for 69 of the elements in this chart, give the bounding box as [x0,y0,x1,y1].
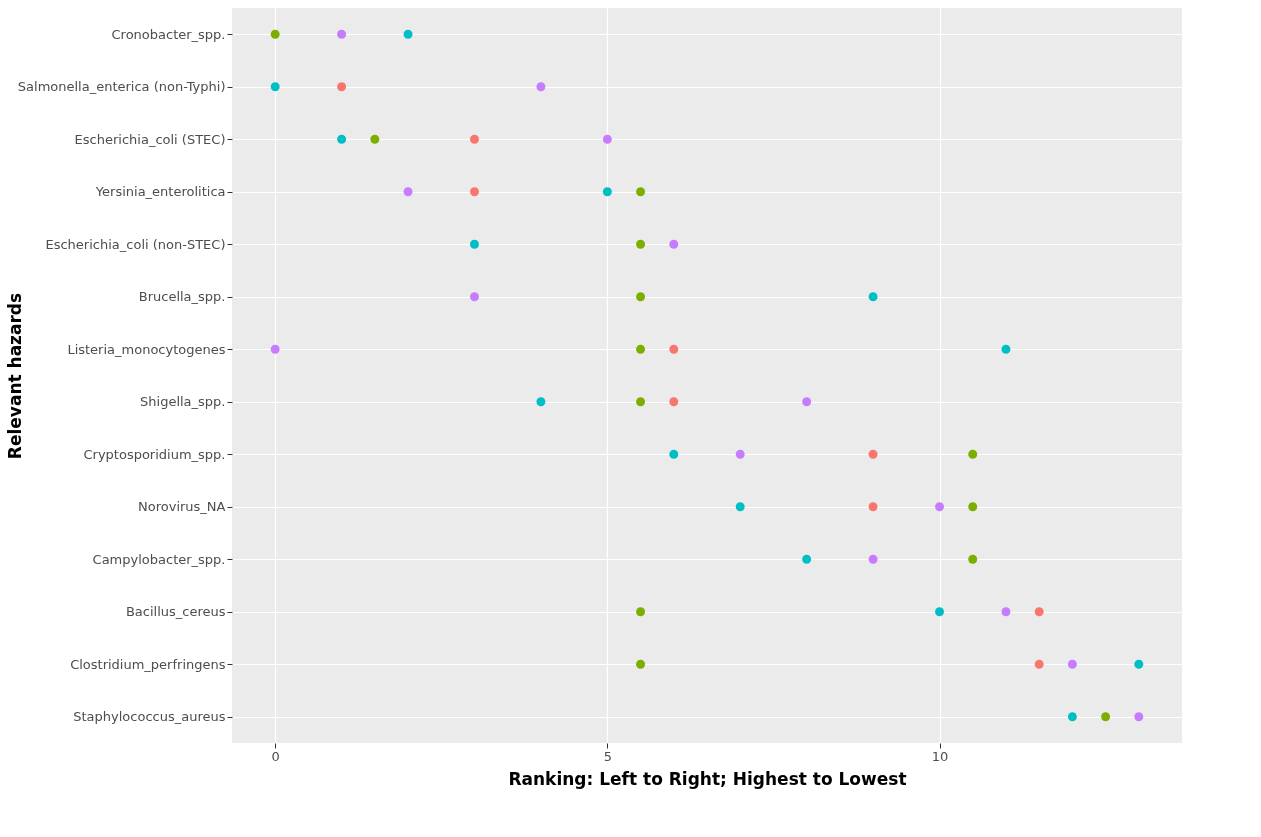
point [337,82,347,92]
y-tick-label: Cryptosporidium_spp. [83,446,226,462]
point [470,292,479,302]
y-tick-label: Escherichia_coli (STEC) [74,131,226,147]
point [602,187,612,197]
point [868,449,878,459]
y-tick-label: Salmonella_enterica (non-Typhi) [17,79,226,95]
y-tick-label: Campylobacter_spp. [92,551,226,567]
point [1134,659,1144,669]
point [1034,659,1044,669]
point [935,607,944,617]
point [403,187,413,197]
point [868,554,878,564]
y-tick-label: Bacillus_cereus [125,604,226,620]
point [1067,712,1077,722]
x-tick-label: 0 [271,748,280,764]
point [935,502,944,512]
point [669,239,679,249]
x-tick-label: 10 [931,748,949,764]
point [669,449,679,459]
point [636,292,646,302]
x-tick-label: 5 [603,748,612,764]
y-tick-label: Clostridium_perfringens [70,656,226,672]
y-tick-label: Listeria_monocytogenes [67,341,226,357]
point [636,239,646,249]
point [403,29,413,39]
y-axis-title: Relevant hazards [4,292,25,460]
point [868,292,878,302]
point [669,397,679,407]
point [636,344,646,354]
point [802,397,812,407]
point [536,397,546,407]
point [669,344,679,354]
point [802,554,812,564]
point [636,187,646,197]
point [636,659,646,669]
y-tick-label: Yersinia_enterolitica [94,184,226,200]
point [1134,712,1144,722]
point [536,82,546,92]
y-tick-label: Escherichia_coli (non-STEC) [45,236,226,252]
y-tick-label: Shigella_spp. [140,394,226,410]
point [470,239,479,249]
point [1001,344,1011,354]
y-tick-label: Staphylococcus_aureus [73,709,226,725]
point [1067,659,1077,669]
y-tick-label: Norovirus_NA [138,499,226,515]
point [602,134,612,144]
y-tick-label: Cronobacter_spp. [111,26,226,42]
point [270,344,280,354]
point [968,502,978,512]
point [370,134,380,144]
point [1101,712,1111,722]
point [470,187,479,197]
point [735,502,745,512]
point [968,554,978,564]
y-tick-label: Brucella_spp. [138,289,226,305]
point [868,502,878,512]
point [470,134,479,144]
point [1034,607,1044,617]
point [1001,607,1011,617]
point [636,607,646,617]
point [270,29,280,39]
point [337,134,347,144]
point [337,29,347,39]
x-axis-title: Ranking: Left to Right; Highest to Lowest [508,768,907,789]
point [968,449,978,459]
point [270,82,280,92]
point [735,449,745,459]
point [636,397,646,407]
